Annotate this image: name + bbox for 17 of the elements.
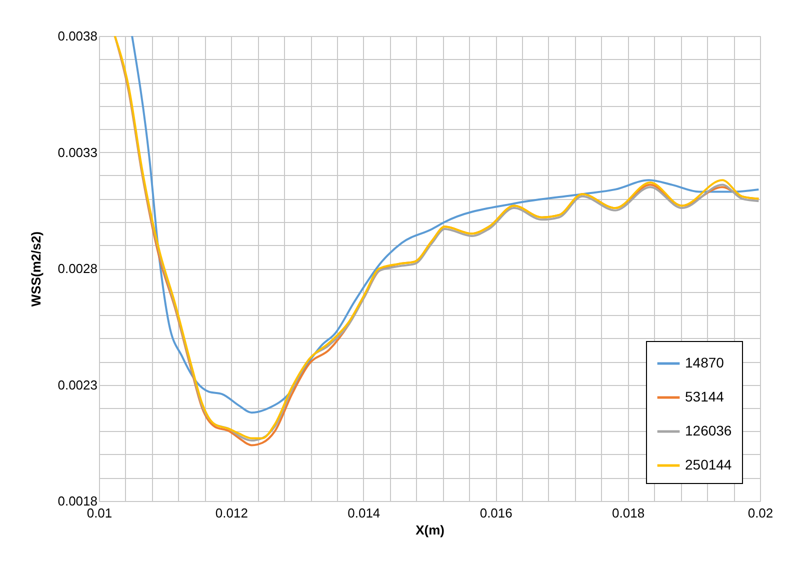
x-tick-label: 0.02 [748, 506, 774, 520]
legend-label: 53144 [685, 388, 724, 404]
y-tick-label: 0.0033 [58, 144, 98, 160]
legend-label: 126036 [685, 422, 732, 438]
x-tick-label: 0.018 [612, 506, 645, 520]
y-tick-label: 0.0018 [58, 494, 98, 508]
y-tick-label: 0.0023 [58, 377, 98, 392]
x-tick-label: 0.01 [86, 506, 112, 520]
y-tick-label: 0.0038 [58, 28, 98, 44]
legend-label: 250144 [685, 456, 732, 472]
y-tick-label: 0.0028 [58, 261, 98, 276]
x-axis-title: X(m) [416, 522, 444, 538]
x-tick-label: 0.014 [348, 506, 380, 520]
x-tick-label: 0.012 [215, 506, 248, 520]
legend-label: 14870 [685, 354, 724, 370]
x-tick-label: 0.016 [480, 506, 512, 520]
y-axis-title: WSS(m2/s2) [28, 231, 44, 307]
